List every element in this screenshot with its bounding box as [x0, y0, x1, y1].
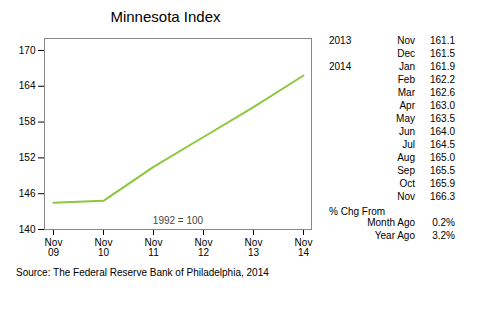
svg-text:Nov13: Nov13: [245, 237, 263, 258]
html-text:165.9: 165.9: [430, 178, 455, 189]
html-text:Aug: Aug: [397, 152, 415, 163]
html-text:166.3: 166.3: [430, 191, 455, 202]
html-text:165.0: 165.0: [430, 152, 455, 163]
html-text:165.5: 165.5: [430, 165, 455, 176]
svg-text:1992 = 100: 1992 = 100: [153, 215, 204, 226]
svg-text:140: 140: [19, 224, 36, 235]
html-text:164.5: 164.5: [430, 139, 455, 150]
svg-text:146: 146: [19, 188, 36, 199]
html-text:Nov: Nov: [397, 35, 415, 46]
html-text:164.0: 164.0: [430, 126, 455, 137]
html-text:Nov: Nov: [397, 191, 415, 202]
html-text:161.5: 161.5: [430, 48, 455, 59]
html-text:163.0: 163.0: [430, 100, 455, 111]
svg-text:Nov09: Nov09: [45, 237, 63, 258]
html-text:Apr: Apr: [399, 100, 415, 111]
svg-text:170: 170: [19, 45, 36, 56]
html-text:162.6: 162.6: [430, 87, 455, 98]
html-text:Oct: Oct: [399, 178, 415, 189]
html-text:Year Ago: Year Ago: [374, 230, 415, 241]
html-text:3.2%: 3.2%: [432, 230, 455, 241]
svg-text:164: 164: [19, 80, 36, 91]
html-text:0.2%: 0.2%: [432, 217, 455, 228]
html-text:161.9: 161.9: [430, 61, 455, 72]
svg-text:Nov14: Nov14: [295, 237, 313, 258]
html-text:Jun: Jun: [398, 126, 415, 137]
html-text:Mar: Mar: [397, 87, 415, 98]
html-text:163.5: 163.5: [430, 113, 455, 124]
html-text:Source: The Federal Reserve Ba: Source: The Federal Reserve Bank of Phil…: [16, 267, 269, 278]
html-text:162.2: 162.2: [430, 74, 455, 85]
svg-text:Nov10: Nov10: [95, 237, 113, 258]
html-text:Month Ago: Month Ago: [367, 217, 415, 228]
html-text:Feb: Feb: [397, 74, 415, 85]
svg-text:Nov12: Nov12: [195, 237, 213, 258]
html-text:Dec: Dec: [397, 48, 415, 59]
svg-text:Nov11: Nov11: [145, 237, 163, 258]
html-text:Jul: Jul: [402, 139, 415, 150]
html-text:Sep: Sep: [397, 165, 415, 176]
html-text:161.1: 161.1: [430, 35, 455, 46]
html-text:Jan: Jan: [398, 61, 415, 72]
html-text:Minnesota Index: Minnesota Index: [110, 8, 221, 25]
svg-text:158: 158: [19, 116, 36, 127]
html-text:2013: 2013: [329, 35, 352, 46]
html-text:% Chg From: % Chg From: [329, 206, 386, 217]
svg-text:152: 152: [19, 152, 36, 163]
html-text:2014: 2014: [329, 61, 352, 72]
html-text:May: May: [396, 113, 415, 124]
